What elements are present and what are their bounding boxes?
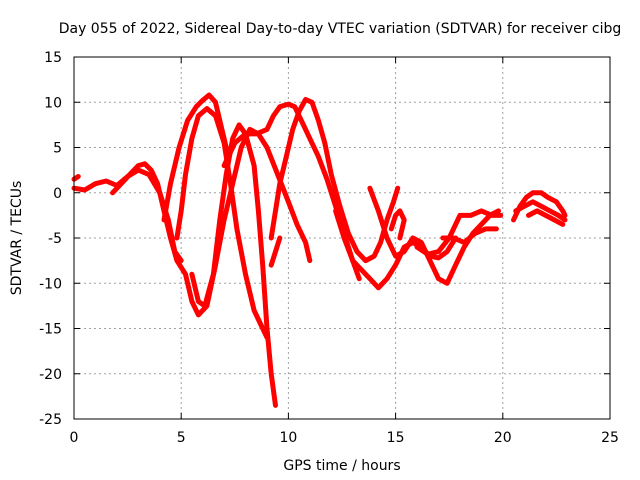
x-tick-label: 0 [70,430,79,446]
series-track-7 [268,97,401,264]
series-track-5 [161,92,231,223]
y-tick-label: 5 [53,141,62,157]
y-tick-label: -20 [39,367,62,383]
series-track-16 [513,199,568,223]
series-track-15 [511,190,568,223]
x-tick-label: 20 [494,430,512,446]
y-tick-label: 15 [44,50,62,66]
series-track-14 [440,226,499,245]
series-track-18 [71,174,81,182]
chart-title: Day 055 of 2022, Sidereal Day-to-day VTE… [59,21,622,37]
grid-layer [74,57,610,419]
y-tick-label: 10 [44,95,62,111]
series-track-2 [110,126,270,318]
y-tick-label: -25 [39,412,62,428]
x-tick-label: 25 [601,430,619,446]
y-axis-label: SDTVAR / TECUs [9,181,25,296]
x-tick-label: 15 [387,430,405,446]
y-tick-label: -15 [39,322,62,338]
series-track-8 [264,145,313,264]
y-tick-label: -10 [39,276,62,292]
series-track-13 [414,208,504,257]
series-track-9 [268,235,283,268]
series-layer [71,92,568,408]
tick-layer: 0 5 10 15 20 25 -25 -20 -15 -10 -5 0 5 10 15 [39,50,619,446]
series-track-17 [526,208,566,227]
series-track-4 [189,122,278,408]
series-track-11 [367,185,501,286]
series-track-12 [388,208,407,241]
y-tick-label: -5 [48,231,62,247]
x-axis-label: GPS time / hours [283,458,400,474]
series-track-10 [333,208,459,291]
x-tick-label: 10 [279,430,297,446]
x-tick-label: 5 [177,430,186,446]
y-tick-label: 0 [53,186,62,202]
